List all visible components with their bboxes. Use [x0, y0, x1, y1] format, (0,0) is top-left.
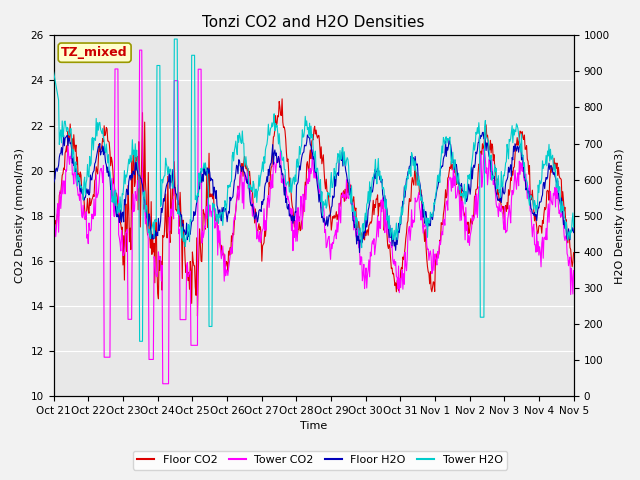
X-axis label: Time: Time [300, 421, 327, 432]
Y-axis label: CO2 Density (mmol/m3): CO2 Density (mmol/m3) [15, 148, 25, 283]
Legend: Floor CO2, Tower CO2, Floor H2O, Tower H2O: Floor CO2, Tower CO2, Floor H2O, Tower H… [133, 451, 507, 469]
Y-axis label: H2O Density (mmol/m3): H2O Density (mmol/m3) [615, 148, 625, 284]
Title: Tonzi CO2 and H2O Densities: Tonzi CO2 and H2O Densities [202, 15, 425, 30]
Text: TZ_mixed: TZ_mixed [61, 46, 128, 59]
